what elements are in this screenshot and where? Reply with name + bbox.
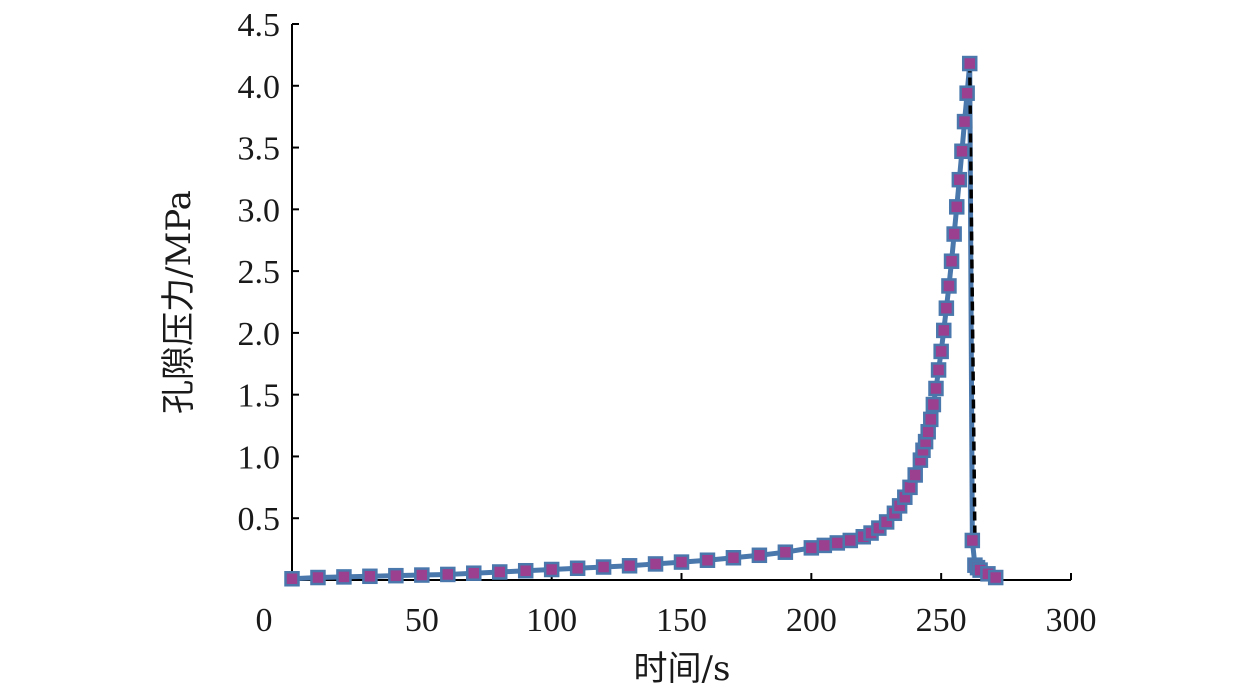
y-tick-label: 2.5 [238,254,281,291]
data-point [902,479,918,496]
data-point [569,560,586,577]
x-tick-label: 100 [526,602,577,639]
y-axis-title: 孔隙压力/MPa [159,190,199,414]
data-point [673,554,690,570]
data-point [362,568,378,585]
data-point [941,278,957,294]
y-tick-label: 3.0 [238,192,281,229]
data-point [777,544,794,560]
data-point [928,380,944,397]
data-point [595,559,612,575]
drop-line [967,63,977,541]
y-tick-label: 0.5 [238,501,281,538]
data-point [956,113,973,130]
data-point [803,540,820,556]
data-point [388,567,404,584]
data-point [829,535,846,551]
data-point [647,556,664,572]
x-tick-label: 50 [405,602,439,639]
x-tick-label: 150 [656,602,707,639]
data-point [842,532,859,549]
data-point [923,411,939,428]
x-tick-label: 200 [786,602,837,639]
y-tick-label: 1.0 [238,439,281,476]
data-points [284,55,1004,587]
y-tick-label: 4.5 [238,7,281,44]
y-tick-label: 1.5 [238,378,281,415]
data-point [907,467,923,483]
x-tick-label: 300 [1046,602,1097,639]
data-point [925,396,942,413]
data-point [930,362,947,378]
series-line [291,61,997,582]
data-point [959,85,975,101]
data-point [310,569,326,586]
data-point [284,571,300,587]
data-point [816,537,833,554]
data-point [543,561,560,578]
data-point [491,564,508,580]
pressure-drop-line [967,63,977,541]
y-tick-label: 4.0 [238,69,281,106]
data-point [961,55,978,72]
y-tick-label: 2.0 [238,316,281,353]
data-point [517,562,534,579]
data-point [699,552,716,568]
data-point [936,322,952,339]
data-point [440,566,456,583]
data-point [948,199,965,215]
data-point [987,569,1004,586]
data-point [954,143,970,160]
data-point [920,423,936,440]
x-axis-title: 时间/s [634,649,731,689]
data-point [951,171,968,188]
data-point [946,226,962,242]
data-point [933,343,949,360]
x-tick-label: 0 [256,602,273,639]
data-point [725,550,742,566]
data-point [336,569,352,585]
x-tick-label: 250 [916,602,967,639]
series-line-path [291,61,997,582]
y-tick-label: 3.5 [238,131,281,168]
data-point [964,532,981,549]
data-point [621,558,638,574]
data-point [751,547,768,564]
data-point [938,300,955,316]
data-point [414,567,430,583]
data-point [466,565,482,581]
data-point [943,253,960,269]
axis-labels: 时间/s 孔隙压力/MPa [159,190,730,689]
axes: 0 50 100 150 200 250 300 0.5 1.0 1.5 2.0 2.5 3.0 3.5 4… [238,7,1097,639]
